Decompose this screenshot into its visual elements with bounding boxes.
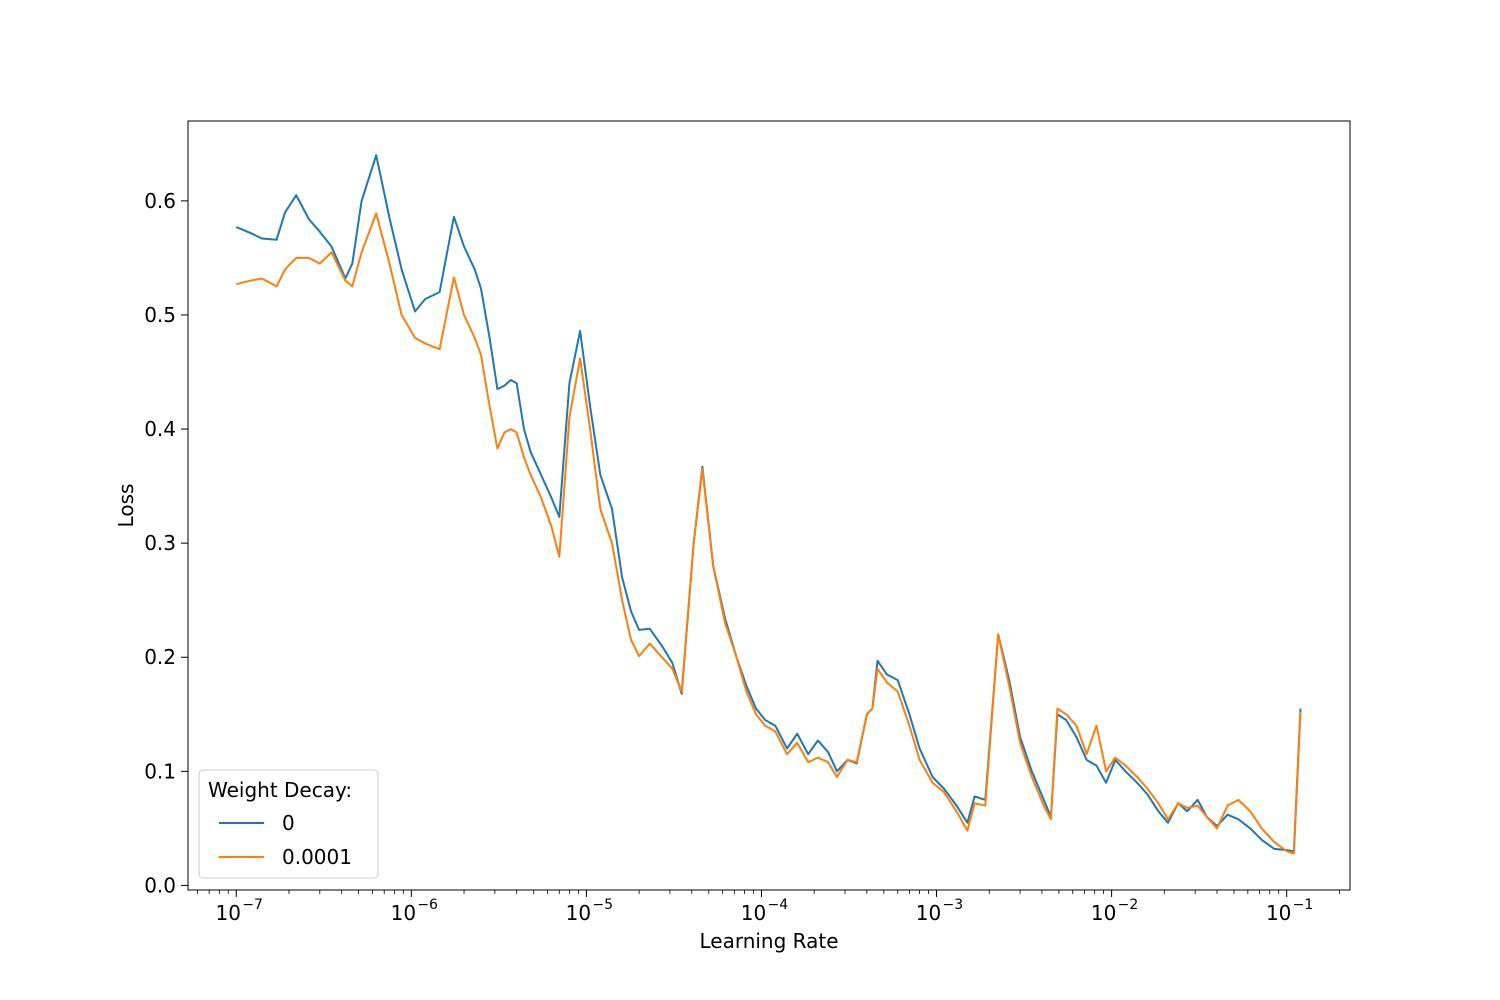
x-tick-label: 10 <box>216 901 241 925</box>
x-axis-ticks: 10 −7 10 −6 10 −5 10 −4 10 −3 10 −2 10 −1 <box>197 890 1340 925</box>
y-tick-label: 0.5 <box>144 303 176 327</box>
legend: Weight Decay: 0 0.0001 <box>198 769 379 879</box>
y-axis-label: Loss <box>114 484 138 528</box>
series-line-0 <box>235 154 1302 853</box>
y-tick-label: 0.2 <box>144 645 176 669</box>
series-line-1 <box>236 212 1302 855</box>
y-tick-label: 0.0 <box>144 873 176 897</box>
legend-title: Weight Decay: <box>208 778 352 802</box>
x-tick-label: 10 <box>566 901 591 925</box>
axes-frame <box>187 120 1351 891</box>
legend-entry-label: 0.0001 <box>282 845 352 869</box>
legend-entry-label: 0 <box>282 811 295 835</box>
legend-box <box>198 769 379 879</box>
x-tick-label-exponent: −2 <box>1118 897 1139 913</box>
y-tick-label: 0.3 <box>144 531 176 555</box>
x-tick-label: 10 <box>391 901 416 925</box>
y-tick-label: 0.1 <box>144 759 176 783</box>
x-tick-label: 10 <box>741 901 766 925</box>
x-tick-label-exponent: −6 <box>417 897 438 913</box>
x-tick-label-exponent: −4 <box>767 897 788 913</box>
y-axis-ticks: 0.0 0.1 0.2 0.3 0.4 0.5 0.6 <box>144 189 188 897</box>
x-tick-label: 10 <box>1266 901 1291 925</box>
x-tick-label: 10 <box>1091 901 1116 925</box>
x-tick-label: 10 <box>916 901 941 925</box>
plot-area <box>235 154 1302 855</box>
x-tick-label-exponent: −5 <box>592 897 613 913</box>
x-tick-label-exponent: −7 <box>242 897 263 913</box>
x-axis-label: Learning Rate <box>699 929 838 953</box>
x-tick-label-exponent: −1 <box>1293 897 1314 913</box>
y-tick-label: 0.6 <box>144 189 176 213</box>
y-tick-label: 0.4 <box>144 417 176 441</box>
x-tick-label-exponent: −3 <box>943 897 964 913</box>
